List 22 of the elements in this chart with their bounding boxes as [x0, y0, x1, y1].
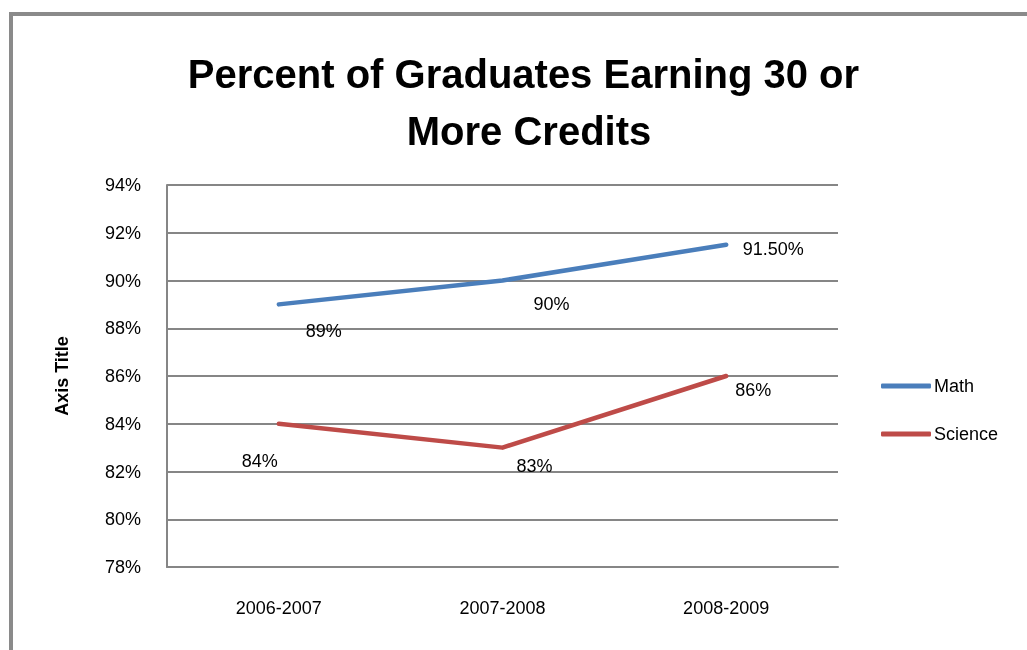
legend-label: Science: [934, 424, 999, 444]
chart-title: Percent of Graduates Earning 30 or More Credits: [187, 51, 871, 153]
y-tick-label: 94%: [104, 175, 141, 195]
x-tick-label: 2006-2007: [235, 598, 322, 618]
y-tick-label: 78%: [104, 557, 141, 577]
y-tick-label: 88%: [104, 318, 141, 339]
y-tick-label: 86%: [104, 366, 141, 386]
y-axis-title: Axis Title: [52, 336, 72, 416]
data-label: 90%: [533, 293, 570, 314]
y-tick-label: 80%: [104, 509, 141, 530]
data-label: 84%: [241, 450, 278, 471]
y-tick-label: 90%: [104, 270, 141, 291]
legend-label: Math: [934, 376, 975, 396]
y-tick-label: 84%: [104, 413, 141, 434]
x-tick-label: 2008-2009: [683, 598, 770, 618]
data-label: 91.50%: [742, 238, 804, 259]
data-label: 86%: [735, 380, 772, 400]
data-label: 89%: [305, 321, 342, 342]
y-tick-label: 92%: [104, 222, 141, 243]
x-tick-label: 2007-2008: [459, 598, 546, 618]
data-label: 83%: [516, 455, 553, 476]
y-tick-label: 82%: [104, 461, 141, 482]
